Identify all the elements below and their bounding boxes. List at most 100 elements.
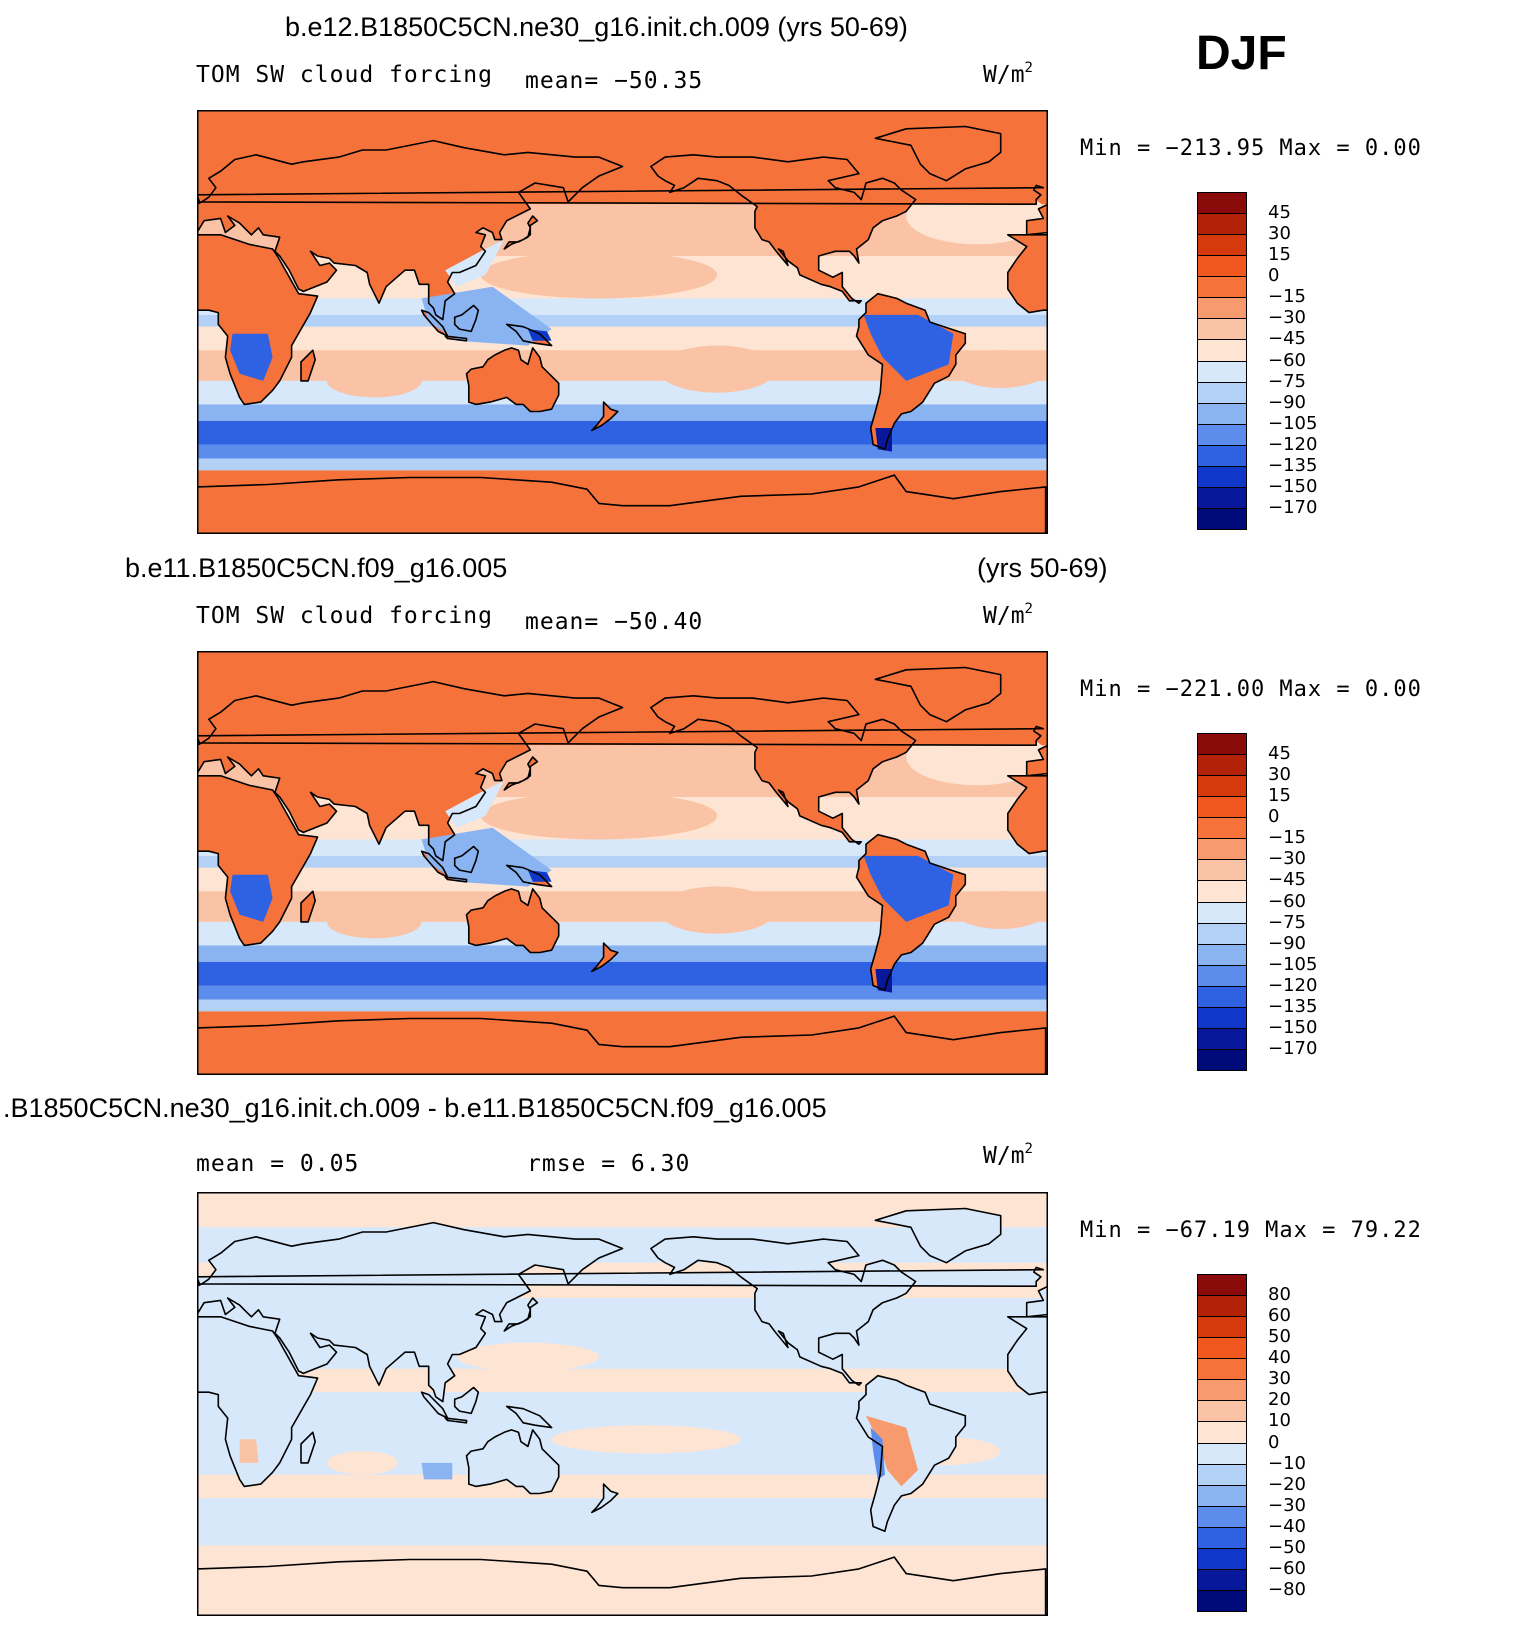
colorbar-cell xyxy=(1197,423,1247,446)
colorbar-cell xyxy=(1197,402,1247,425)
field-band xyxy=(197,326,1048,351)
field-band xyxy=(197,961,1048,986)
colorbar-tick-label: −45 xyxy=(1268,869,1306,891)
panel2-units: W/m2 xyxy=(983,601,1033,629)
panel1-units: W/m2 xyxy=(983,60,1033,88)
field-blob xyxy=(445,239,505,287)
coastline xyxy=(874,666,1002,723)
field-blob xyxy=(421,1462,453,1480)
panel3-mean-label: mean = 0.05 xyxy=(196,1151,360,1177)
colorbar-tick-label: −60 xyxy=(1268,349,1306,371)
colorbar-tick-label: −15 xyxy=(1268,286,1306,308)
colorbar-cell xyxy=(1197,1295,1247,1318)
land-fill xyxy=(466,1429,559,1494)
land-fill xyxy=(197,1557,1046,1616)
colorbar-tick-label: 0 xyxy=(1268,1431,1280,1453)
coastline xyxy=(650,694,917,845)
field-blob xyxy=(953,891,1048,929)
coastline xyxy=(197,775,319,947)
colorbar-cell xyxy=(1197,360,1247,383)
coastline xyxy=(197,474,1047,534)
colorbar-tick-label: −45 xyxy=(1268,328,1306,350)
coastline xyxy=(1006,1316,1048,1396)
land-fill xyxy=(506,1406,552,1428)
panel1-mean-label: mean= −50.35 xyxy=(525,68,704,94)
colorbar-tick-label: −120 xyxy=(1268,974,1318,996)
coastline xyxy=(503,215,539,250)
coastline xyxy=(855,833,967,992)
field-blob xyxy=(445,780,505,828)
land-fill xyxy=(301,1432,316,1463)
colorbar-tick-label: 30 xyxy=(1268,764,1291,786)
colorbar-tick-label: −90 xyxy=(1268,391,1306,413)
colorbar-tick-label: −120 xyxy=(1268,433,1318,455)
field-band xyxy=(197,867,1048,892)
colorbar-cell xyxy=(1197,817,1247,840)
colorbar-cell xyxy=(1197,754,1247,777)
panel1-variable-label: TOM SW cloud forcing xyxy=(196,62,493,88)
coastline xyxy=(650,153,917,304)
coastline xyxy=(855,292,967,451)
colorbar-tick-label: 30 xyxy=(1268,1368,1291,1390)
colorbar-tick-label: 60 xyxy=(1268,1305,1291,1327)
field-blob xyxy=(953,350,1048,388)
field-blob xyxy=(866,1415,918,1487)
colorbar-tick-label: −60 xyxy=(1268,890,1306,912)
colorbar-cell xyxy=(1197,1316,1247,1339)
panel3-map xyxy=(197,1192,1048,1616)
colorbar-cell xyxy=(1197,444,1247,467)
panel1-map-svg xyxy=(197,110,1048,534)
colorbar-tick-label: −105 xyxy=(1268,412,1318,434)
land-fill xyxy=(1007,1316,1048,1395)
field-band xyxy=(197,945,1048,962)
colorbar-cell xyxy=(1197,838,1247,861)
field-blob xyxy=(551,1425,741,1454)
field-blob xyxy=(421,286,552,346)
field-blob xyxy=(863,314,954,381)
coastline xyxy=(300,1431,316,1464)
colorbar-tick-label: −30 xyxy=(1268,848,1306,870)
coastline xyxy=(444,1417,468,1424)
field-blob xyxy=(863,855,954,922)
field-blob xyxy=(480,251,718,299)
coastline xyxy=(874,125,1002,182)
panel2-title: b.e11.B1850C5CN.f09_g16.005 xyxy=(125,553,508,583)
field-band xyxy=(197,444,1048,459)
coastline xyxy=(1006,234,1048,314)
panel2-map xyxy=(197,651,1048,1075)
panel3-minmax: Min = −67.19 Max = 79.22 xyxy=(1080,1218,1422,1243)
land-fill xyxy=(466,888,559,953)
field-band xyxy=(197,298,1048,315)
coastline xyxy=(197,1316,319,1488)
field-band xyxy=(197,458,1048,471)
coastline xyxy=(505,323,553,347)
field-blob xyxy=(480,792,718,840)
colorbar-cell xyxy=(1197,486,1247,509)
colorbar-tick-label: −20 xyxy=(1268,1473,1306,1495)
panel2-map-svg xyxy=(197,651,1048,1075)
colorbar-cell xyxy=(1197,213,1247,236)
field-band xyxy=(197,404,1048,421)
panel3-map-svg xyxy=(197,1192,1048,1616)
coastline xyxy=(197,725,1045,746)
colorbar-cell xyxy=(1197,1358,1247,1381)
coastline xyxy=(197,680,624,862)
land-fill xyxy=(197,140,623,320)
coastline xyxy=(197,234,319,406)
colorbar-cell xyxy=(1197,1589,1247,1612)
panel2-variable-label: TOM SW cloud forcing xyxy=(196,603,493,629)
field-blob xyxy=(230,333,273,381)
field-blob xyxy=(421,827,552,887)
colorbar-cell xyxy=(1197,1006,1247,1029)
colorbar-tick-label: −90 xyxy=(1268,932,1306,954)
land-fill xyxy=(301,891,316,922)
colorbar-cell xyxy=(1197,507,1247,530)
field-band xyxy=(197,839,1048,856)
field-blob xyxy=(230,874,273,922)
colorbar-cell xyxy=(1197,1421,1247,1444)
land-fill xyxy=(301,350,316,381)
coastline xyxy=(505,864,553,888)
coastline xyxy=(197,184,1045,205)
colorbar-cell xyxy=(1197,255,1247,278)
colorbar-cell xyxy=(1197,880,1247,903)
